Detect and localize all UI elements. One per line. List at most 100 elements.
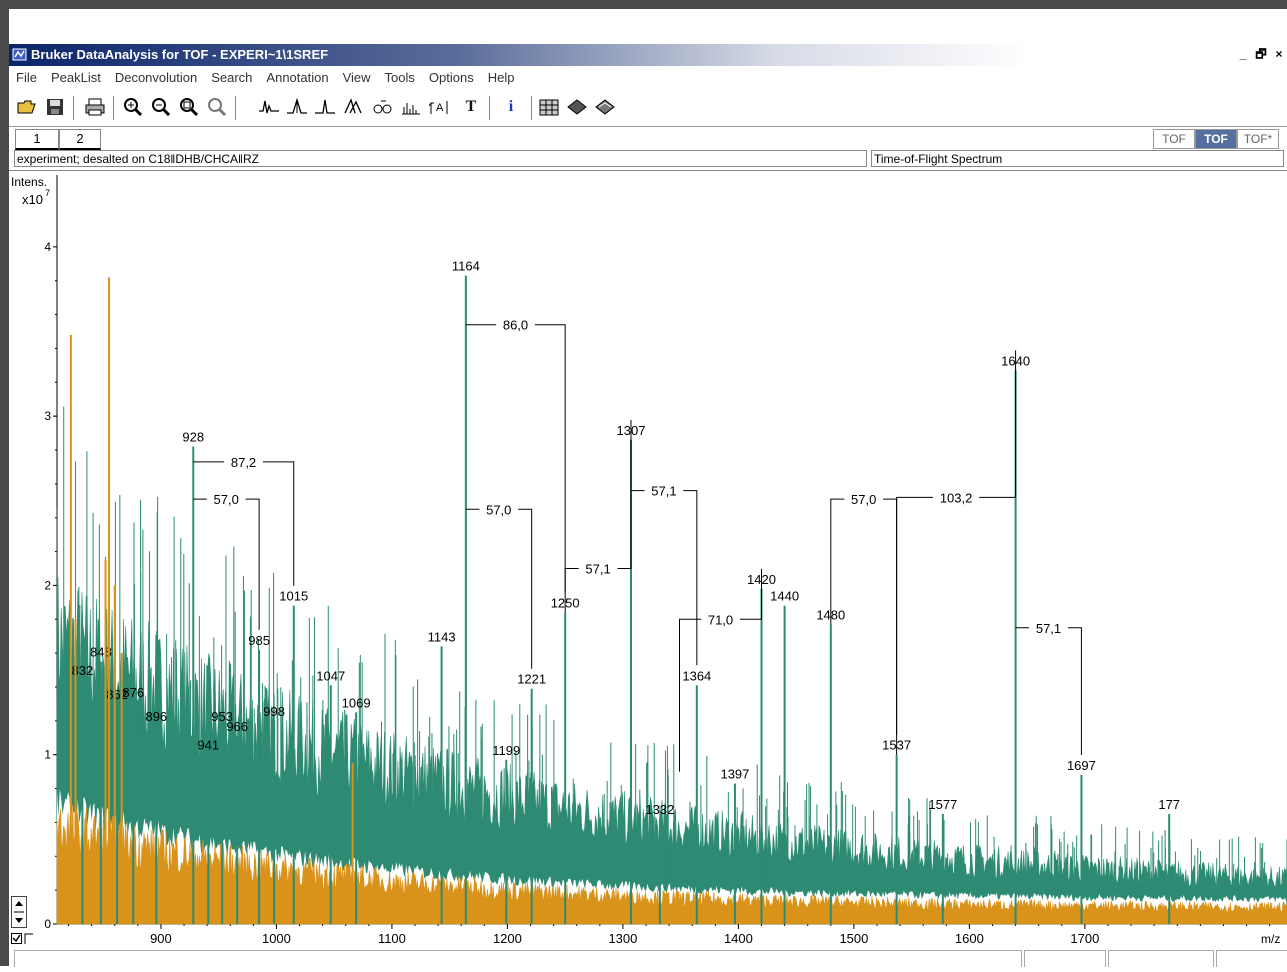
book-icon[interactable]: [565, 94, 589, 120]
mass-difference-label: 57,1: [1036, 621, 1061, 636]
status-field-1: [14, 950, 1022, 967]
mass-difference-label: 103,2: [940, 490, 973, 505]
x-tick-label: 1000: [262, 931, 291, 946]
close-button[interactable]: ×: [1275, 47, 1283, 61]
status-field-2: [1024, 950, 1106, 967]
mass-difference-label: 57,1: [585, 562, 610, 577]
tab-2[interactable]: 2: [59, 129, 101, 150]
overlay-icon[interactable]: [343, 94, 367, 120]
menu-peaklist[interactable]: PeakList: [50, 70, 101, 85]
peak-label: 1143: [428, 629, 456, 644]
mass-difference-bracket: [465, 324, 566, 593]
y-tick-label: 4: [44, 240, 51, 254]
peak-label: 985: [248, 633, 270, 648]
peak-label: 1577: [928, 797, 957, 812]
green-spectrum-baseline: [56, 577, 1287, 925]
peak-label: 966: [226, 719, 248, 734]
info-bar: experiment; desalted on C18‖DHB/CHCA‖RZ …: [14, 150, 1284, 168]
peak-label: 1397: [720, 766, 749, 781]
spectrum-type-label: Time-of-Flight Spectrum: [871, 150, 1284, 167]
mass-difference-bracket: [193, 461, 295, 586]
table-icon[interactable]: [537, 94, 561, 120]
status-field-3: [1108, 950, 1214, 967]
print-icon[interactable]: [83, 94, 107, 120]
minimize-button[interactable]: _: [1239, 47, 1247, 61]
tof-mode-button[interactable]: TOF: [1153, 129, 1195, 149]
x-tick-label: 1200: [493, 931, 522, 946]
peak-label: 896: [145, 709, 167, 724]
y-tick-label: 3: [44, 409, 51, 423]
label-icon[interactable]: A: [429, 94, 453, 120]
spectrum-icon[interactable]: [257, 94, 281, 120]
mass-difference-label: 57,0: [486, 502, 511, 517]
save-icon[interactable]: [43, 94, 67, 120]
zoom-reset-icon[interactable]: [205, 94, 229, 120]
mass-difference-bracket: [465, 508, 533, 669]
mass-difference-label: 87,2: [231, 455, 256, 470]
menu-deconvolution[interactable]: Deconvolution: [114, 70, 198, 85]
menu-help[interactable]: Help: [487, 70, 515, 85]
y-tick-label: 2: [44, 578, 51, 592]
menu-view[interactable]: View: [342, 70, 371, 85]
peak-label: 998: [263, 704, 285, 719]
x-tick-label: 1600: [955, 931, 984, 946]
zoom-in-icon[interactable]: [121, 94, 145, 120]
tof-mode-button-active[interactable]: TOF: [1195, 129, 1237, 149]
peak-label: 832: [72, 663, 94, 678]
tof-star-mode-button[interactable]: TOF*: [1237, 129, 1279, 149]
peak-label: 1069: [342, 695, 371, 710]
info-icon[interactable]: i: [508, 98, 514, 115]
mass-difference-bracket: [631, 490, 698, 666]
title-bar[interactable]: Bruker DataAnalysis for TOF - EXPERI~1\1…: [9, 44, 1287, 66]
peak-label: 941: [197, 738, 219, 753]
compare-icon[interactable]: [371, 94, 395, 120]
peak-label: 1164: [452, 259, 480, 274]
toolbar: A T i: [9, 92, 1287, 124]
mass-difference-bracket: [896, 350, 1017, 755]
y-axis-scale: x10: [22, 192, 43, 207]
intensity-scale-control[interactable]: [11, 896, 27, 928]
menu-search[interactable]: Search: [211, 70, 253, 85]
mass-difference-label: 57,1: [651, 484, 676, 499]
open-icon[interactable]: [15, 94, 39, 120]
x-axis-label: m/z: [1261, 932, 1280, 946]
peak-label: 1364: [682, 668, 711, 683]
spectrum-tabs: 1 2 TOF TOF TOF*: [9, 126, 1287, 150]
mass-spectrum-chart[interactable]: 0 1 2 3 4 900 1000 1100 1200 1300 1400 1500 1600 1700…: [9, 171, 1287, 967]
peak-label: 953: [211, 709, 233, 724]
desktop-left-edge: [0, 9, 9, 966]
mass-difference-bracket: [679, 568, 763, 772]
app-icon: [12, 48, 27, 61]
bar-spectrum-icon[interactable]: [399, 94, 423, 120]
restore-button[interactable]: 🗗: [1255, 47, 1267, 61]
y-axis-scale-exponent: 7: [45, 188, 50, 198]
menu-options[interactable]: Options: [428, 70, 474, 85]
checkbox-icon[interactable]: [11, 932, 35, 944]
menu-annotation[interactable]: Annotation: [266, 70, 329, 85]
x-tick-label: 1100: [378, 931, 406, 946]
peak-label: 1221: [517, 672, 546, 687]
spectrum-plot-area[interactable]: 0 1 2 3 4 900 1000 1100 1200 1300 1400 1500 1600 1700…: [9, 170, 1287, 967]
experiment-description: experiment; desalted on C18‖DHB/CHCA‖RZ: [14, 150, 867, 167]
peak-label: 1332: [645, 802, 674, 817]
desktop-top-edge: [0, 0, 1287, 9]
peak-label: 1199: [492, 743, 520, 758]
svg-text:A: A: [436, 102, 444, 114]
peak-icon[interactable]: [285, 94, 309, 120]
single-peak-icon[interactable]: [313, 94, 337, 120]
mass-difference-bracket: [1015, 627, 1082, 756]
tab-1[interactable]: 1: [15, 129, 59, 150]
zoom-out-icon[interactable]: [149, 94, 173, 120]
orange-spectrum-baseline: [56, 804, 1287, 925]
mass-difference-bracket: [193, 498, 260, 630]
y-tick-label: 1: [44, 748, 51, 762]
peak-label: 177: [1158, 797, 1180, 812]
books-icon[interactable]: [593, 94, 617, 120]
zoom-fit-icon[interactable]: [177, 94, 201, 120]
mass-difference-label: 86,0: [503, 318, 528, 333]
menu-tools[interactable]: Tools: [384, 70, 415, 85]
x-tick-label: 1700: [1070, 931, 1099, 946]
text-icon[interactable]: T: [465, 98, 477, 115]
menu-file[interactable]: File: [16, 70, 37, 85]
peak-label: 1697: [1067, 758, 1096, 773]
